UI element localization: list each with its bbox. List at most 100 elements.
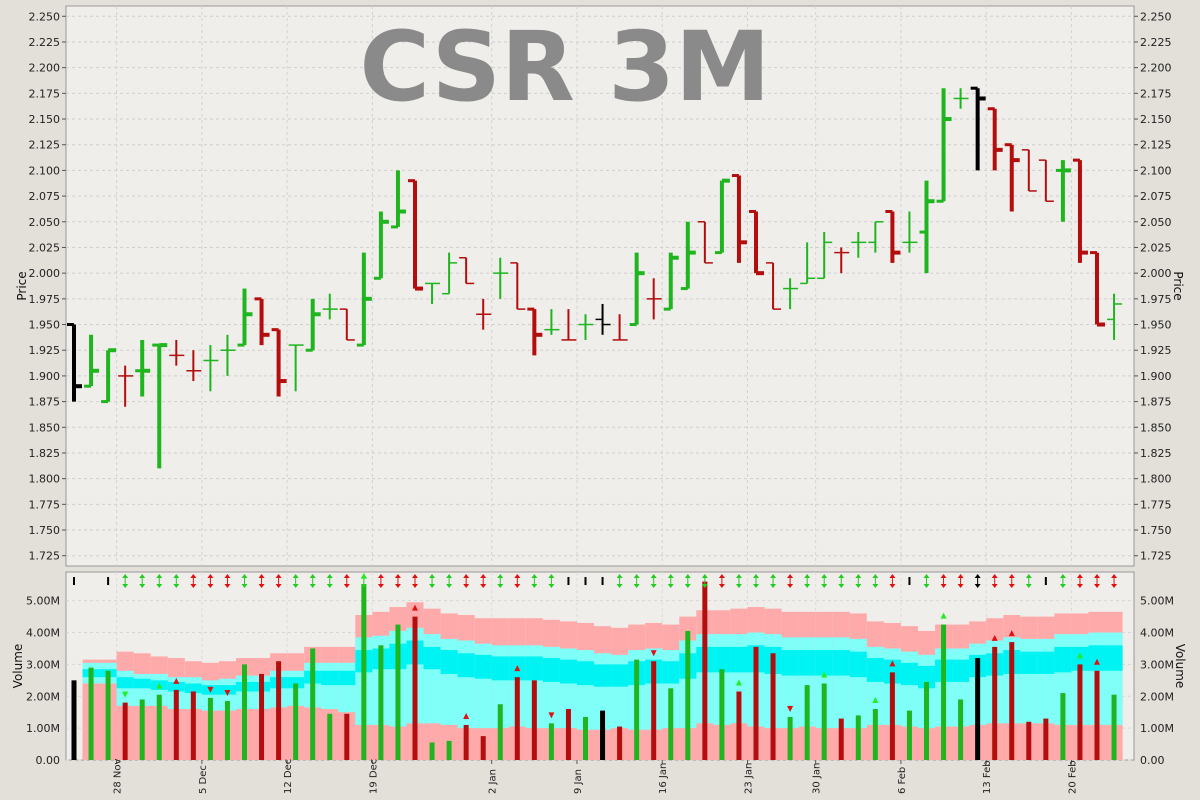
volume-bar [190, 691, 196, 760]
signal-glyph [650, 574, 657, 588]
ohlc-bar [936, 88, 952, 203]
price-tick-label-right: 2.050 [1140, 216, 1172, 229]
volume-bar [906, 710, 912, 760]
ohlc-bar [578, 314, 594, 340]
signal-up-arrow [343, 574, 350, 578]
signal-up-arrow [514, 574, 521, 578]
price-tick-label-left: 2.200 [29, 62, 61, 75]
signal-up-arrow [241, 574, 248, 578]
signal-down-arrow [787, 584, 794, 588]
volume-bar [514, 677, 520, 760]
volume-band-inner [1088, 645, 1106, 671]
volume-band-inner [1020, 651, 1038, 674]
volume-tick-label-left: 4.00M [26, 627, 60, 640]
price-tick-label-right: 2.025 [1140, 241, 1172, 254]
signal-up-arrow [326, 574, 333, 578]
signal-down-arrow [326, 584, 333, 588]
volume-band-inner [218, 685, 236, 695]
signal-glyph [241, 574, 248, 588]
signal-glyph [394, 574, 401, 588]
ohlc-bar [203, 345, 219, 392]
signal-up-arrow [531, 574, 538, 578]
ohlc-bar [510, 262, 526, 310]
ohlc-bar [868, 221, 884, 253]
price-tick-label-left: 2.050 [29, 216, 61, 229]
ohlc-bar [561, 309, 577, 341]
signal-glyph [412, 574, 418, 588]
price-axis: 1.725 1.725 1.750 1.750 1.775 1.775 1.800 1.800… [29, 10, 1172, 562]
signal-down-arrow [241, 584, 248, 588]
volume-bar [293, 683, 299, 760]
signal-up-arrow [1111, 574, 1118, 578]
signal-down-arrow [412, 584, 418, 588]
volume-band-inner [338, 670, 356, 686]
price-tick-label-left: 2.025 [29, 241, 61, 254]
volume-bar [139, 699, 145, 760]
ohlc-bar [169, 339, 185, 366]
volume-tick-label-left: 0.00 [36, 754, 61, 767]
signal-up-arrow [412, 574, 418, 578]
price-tick-label-right: 1.800 [1140, 473, 1172, 486]
signal-glyph [1008, 574, 1015, 588]
signal-down-arrow [446, 584, 453, 588]
date-tick-label: 12 Dec [283, 759, 294, 794]
price-tick-label-left: 2.125 [29, 139, 61, 152]
ohlc-bar [339, 308, 355, 341]
price-tick-label-right: 1.775 [1140, 498, 1172, 511]
volume-bar [770, 653, 776, 760]
signal-down-arrow [684, 584, 691, 588]
volume-bar [702, 581, 708, 760]
volume-bar [548, 723, 554, 760]
signal-up-arrow [309, 574, 316, 578]
signal-marker-up [889, 660, 896, 667]
ohlc-bar [970, 86, 986, 171]
price-grid [66, 6, 1134, 566]
ohlc-bar [152, 343, 168, 469]
ohlc-bar [629, 252, 645, 327]
signal-glyph [889, 574, 896, 588]
price-tick-label-right: 2.150 [1140, 113, 1172, 126]
volume-bar [924, 681, 929, 760]
signal-up-arrow [292, 574, 299, 578]
signal-glyph [701, 574, 708, 588]
date-axis: 28 Nov 5 Dec 12 Dec 19 Dec 2 Jan 9 Jan 16 Jan 2… [113, 758, 1079, 794]
ohlc-bar [408, 179, 423, 291]
volume-bar [259, 673, 265, 760]
signal-glyph [207, 574, 214, 588]
signal-glyph [940, 574, 947, 588]
ohlc-bar [1107, 293, 1123, 340]
signal-up-arrow [1076, 574, 1083, 578]
signal-glyph [770, 574, 777, 588]
volume-band-inner [798, 650, 816, 676]
volume-bar [1043, 718, 1049, 760]
signal-glyph [139, 574, 146, 588]
signal-down-arrow [855, 584, 862, 588]
volume-band-mid [1037, 638, 1055, 724]
signal-up-arrow [872, 574, 879, 578]
signal-glyph [190, 574, 197, 588]
date-tick-label: 19 Dec [368, 759, 379, 794]
signal-glyph [463, 574, 470, 588]
signal-glyph [667, 574, 674, 588]
ohlc-bar [680, 221, 696, 291]
ohlc-bar [714, 178, 730, 255]
signal-marker-up [1094, 658, 1100, 665]
price-tick-label-right: 2.225 [1140, 36, 1172, 49]
signal-glyph [804, 574, 811, 588]
signal-up-arrow [1025, 574, 1032, 578]
signal-glyph [1025, 574, 1032, 588]
signal-glyph [446, 574, 453, 588]
ohlc-bar [697, 221, 713, 264]
signal-glyph [531, 574, 538, 588]
ohlc-bar [851, 232, 867, 258]
price-tick-label-left: 1.875 [29, 396, 61, 409]
signal-down-arrow [343, 584, 350, 588]
signal-glyph [838, 574, 845, 588]
signal-down-arrow [480, 584, 487, 588]
ohlc-bar [834, 247, 850, 274]
volume-band-inner [594, 664, 612, 687]
volume-band-inner [1105, 645, 1123, 671]
signal-row [73, 574, 1118, 588]
volume-band-inner [440, 650, 458, 674]
